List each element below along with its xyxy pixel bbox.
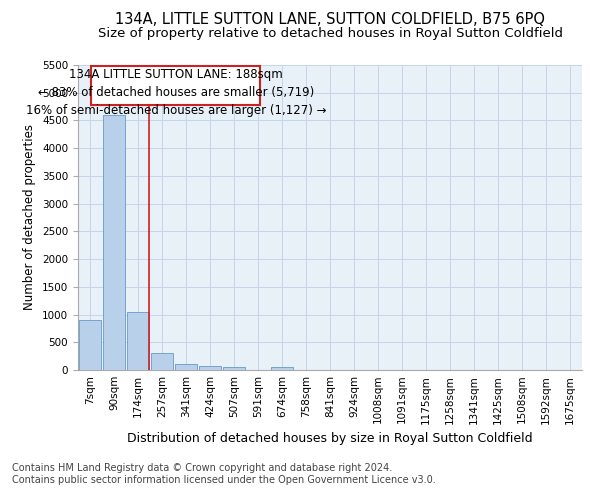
Bar: [199, 366, 221, 370]
Bar: [79, 320, 101, 370]
Bar: [127, 312, 149, 370]
Bar: [223, 367, 245, 370]
Text: Contains HM Land Registry data © Crown copyright and database right 2024.
Contai: Contains HM Land Registry data © Crown c…: [12, 464, 436, 485]
Text: 134A, LITTLE SUTTON LANE, SUTTON COLDFIELD, B75 6PQ: 134A, LITTLE SUTTON LANE, SUTTON COLDFIE…: [115, 12, 545, 28]
Y-axis label: Number of detached properties: Number of detached properties: [23, 124, 37, 310]
Bar: [175, 364, 197, 370]
X-axis label: Distribution of detached houses by size in Royal Sutton Coldfield: Distribution of detached houses by size …: [127, 432, 533, 445]
FancyBboxPatch shape: [91, 66, 260, 105]
Text: Size of property relative to detached houses in Royal Sutton Coldfield: Size of property relative to detached ho…: [97, 28, 563, 40]
Text: 134A LITTLE SUTTON LANE: 188sqm
← 83% of detached houses are smaller (5,719)
16%: 134A LITTLE SUTTON LANE: 188sqm ← 83% of…: [26, 68, 326, 117]
Bar: [151, 354, 173, 370]
Bar: [103, 115, 125, 370]
Bar: [271, 366, 293, 370]
